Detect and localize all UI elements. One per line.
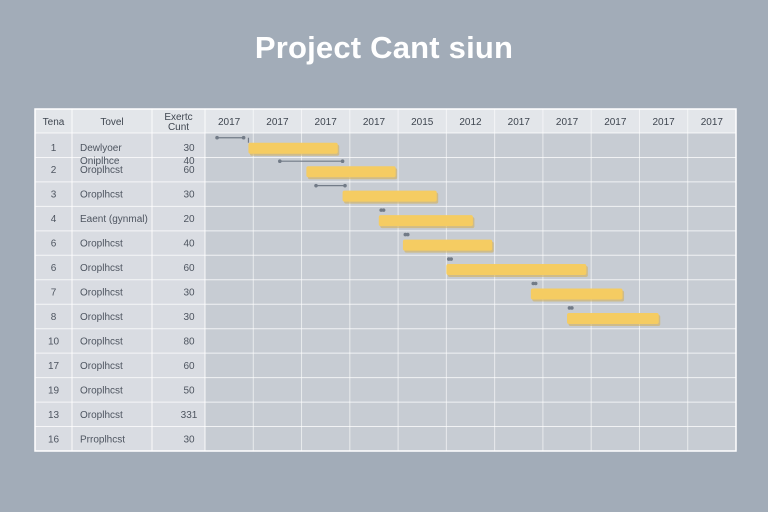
column-header-count: Exertc xyxy=(164,112,192,123)
row-name: Oroplhcst xyxy=(80,312,123,323)
row-name: Oroplhcst xyxy=(80,190,123,201)
row-count: 30 xyxy=(183,434,195,445)
dependency-dot xyxy=(449,257,453,261)
dependency-dot xyxy=(343,183,347,188)
task-bar xyxy=(446,264,587,276)
dependency-dot xyxy=(405,232,410,237)
dependency-dot xyxy=(215,135,219,140)
row-id: 3 xyxy=(51,190,57,201)
row-count: 30 xyxy=(183,190,195,201)
timeline-label: 2017 xyxy=(363,117,386,128)
dependency-dot xyxy=(533,281,538,286)
row-count: 50 xyxy=(183,385,195,396)
chart-bars xyxy=(248,142,661,326)
row-count: 30 xyxy=(183,143,195,154)
task-bar xyxy=(567,312,659,324)
row-count: 30 xyxy=(183,288,195,299)
row-name: Oroplhcst xyxy=(80,336,123,347)
row-id: 2 xyxy=(51,165,57,176)
dependency-dot xyxy=(241,135,246,140)
row-id: 1 xyxy=(51,143,57,154)
row-id: 16 xyxy=(48,434,60,445)
row-id: 8 xyxy=(51,312,57,323)
task-bar xyxy=(306,166,396,178)
dependency-dot xyxy=(278,159,282,163)
dependency-lines xyxy=(215,135,574,310)
table-border xyxy=(34,108,737,452)
row-name: Prroplhcst xyxy=(80,434,125,445)
row-count: 40 xyxy=(183,239,195,250)
row-id: 6 xyxy=(51,263,57,274)
dependency-dot xyxy=(340,159,345,163)
row-name: Oroplhcst xyxy=(80,288,123,299)
row-name: Eaent (gynmal) xyxy=(80,214,148,225)
timeline-label: 2017 xyxy=(556,117,579,128)
timeline-label: 2012 xyxy=(459,117,482,128)
dependency-dot xyxy=(314,183,318,188)
column-header-count: Cunt xyxy=(168,122,189,133)
row-count: 60 xyxy=(183,263,195,274)
timeline-label: 2017 xyxy=(266,117,289,128)
row-name: Oroplhcst xyxy=(80,263,123,274)
row-name: Oroplhcst xyxy=(80,239,123,250)
task-bar xyxy=(342,190,437,202)
column-header-name: Tovel xyxy=(100,117,123,128)
timeline-label: 2017 xyxy=(218,117,241,128)
timeline-label: 2017 xyxy=(315,117,338,128)
row-name: Oroplhcst xyxy=(80,361,123,372)
timeline-label: 2017 xyxy=(701,117,724,128)
task-bar xyxy=(248,142,338,154)
timeline-label: 2017 xyxy=(652,117,675,128)
row-name: Oroplhcst xyxy=(80,165,123,176)
dependency-dot xyxy=(570,306,574,310)
column-header-id: Tena xyxy=(43,117,65,128)
timeline-label: 2017 xyxy=(508,117,531,128)
row-count: 20 xyxy=(183,214,195,225)
row-id: 19 xyxy=(48,385,60,396)
row-id: 17 xyxy=(48,361,60,372)
task-bar xyxy=(530,288,623,300)
task-bar xyxy=(402,239,493,251)
row-count: 60 xyxy=(183,165,195,176)
row-name: Dewlyoer xyxy=(80,143,122,154)
row-count: 40 xyxy=(183,156,195,167)
row-count: 60 xyxy=(183,361,195,372)
row-id: 6 xyxy=(51,239,57,250)
row-id: 10 xyxy=(48,336,60,347)
row-name: Oroplhcst xyxy=(80,410,123,421)
row-name: Oroplhcst xyxy=(80,385,123,396)
row-id: 7 xyxy=(51,288,57,299)
timeline-label: 2017 xyxy=(604,117,627,128)
row-count: 80 xyxy=(183,336,195,347)
chart-grid xyxy=(34,108,737,452)
row-count: 331 xyxy=(181,410,198,421)
row-id: 13 xyxy=(48,410,60,421)
chart-title: Project Cant siun xyxy=(254,30,514,65)
header-row xyxy=(35,109,736,133)
row-count: 30 xyxy=(183,312,195,323)
row-name: Oniplhce xyxy=(80,156,120,167)
task-bar xyxy=(378,215,473,227)
timeline-panel xyxy=(205,133,736,451)
timeline-label: 2015 xyxy=(411,117,434,128)
row-id: 4 xyxy=(51,214,57,225)
dependency-dot xyxy=(381,208,386,212)
